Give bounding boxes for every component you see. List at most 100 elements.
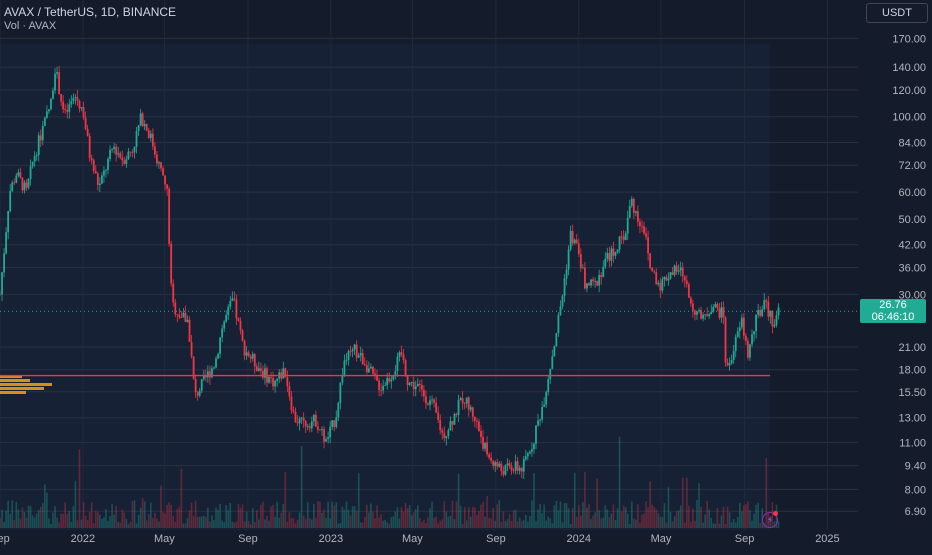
currency-button[interactable]: USDT — [866, 3, 928, 23]
candle-body — [449, 421, 452, 431]
volume-bar — [712, 523, 715, 528]
volume-bar — [757, 502, 759, 528]
volume-bar — [416, 505, 419, 528]
volume-bar — [196, 516, 199, 528]
volume-bar — [588, 504, 590, 528]
volume-bar — [39, 506, 42, 528]
volume-bar — [472, 506, 474, 528]
volume-bar — [745, 504, 747, 528]
candle-body — [520, 468, 523, 472]
volume-bar — [686, 477, 688, 528]
candle-body — [11, 182, 14, 191]
support-line-layer[interactable] — [0, 310, 858, 377]
volume-bar — [706, 500, 708, 528]
candle-body — [153, 146, 156, 155]
candle-body — [425, 396, 427, 404]
candle-body — [730, 359, 733, 364]
candle-body — [233, 298, 236, 300]
price-axis[interactable]: 170.00 140.00 120.00 100.00 84.00 72.00 60.00 5… — [892, 33, 926, 518]
volume-bar — [567, 508, 570, 528]
candle-body — [689, 297, 692, 304]
volume-bar — [439, 520, 442, 528]
volume-bar — [527, 521, 529, 528]
candle-body — [645, 233, 647, 238]
x-tick-label: Sep — [486, 533, 506, 545]
volume-bar — [390, 517, 393, 528]
volume-bar — [606, 509, 609, 528]
candle-body — [404, 360, 407, 377]
x-tick-label: Sep — [735, 533, 755, 545]
volume-bar — [743, 505, 745, 528]
candle-body — [25, 182, 28, 188]
candle-body — [382, 385, 385, 391]
y-tick-label: 6.90 — [905, 506, 926, 518]
symbol-title[interactable]: AVAX / TetherUS, 1D, BINANCE — [4, 5, 177, 19]
candle-body — [96, 173, 99, 186]
volume-bar — [176, 509, 179, 528]
volume-bar — [592, 515, 594, 528]
candle-body — [66, 110, 69, 112]
candle-body — [117, 153, 120, 155]
volume-bar — [347, 509, 350, 528]
volume-bar — [655, 509, 658, 528]
candle-body — [614, 252, 617, 256]
volume-bar — [315, 517, 317, 528]
volume-bar — [549, 518, 552, 528]
candle-body — [463, 403, 466, 405]
candle-body — [72, 98, 75, 102]
candle-body — [702, 314, 705, 319]
candle-body — [213, 367, 215, 369]
volume-bar — [751, 520, 753, 528]
volume-bar — [172, 515, 175, 528]
candle-body — [526, 453, 529, 457]
volume-bar — [661, 517, 664, 528]
candle-body — [734, 336, 737, 352]
candle-body — [319, 429, 321, 431]
candle-body — [115, 146, 118, 155]
volume-bar — [669, 512, 672, 528]
volume-bar — [188, 510, 191, 528]
lightning-icon[interactable]: ⚡ — [762, 512, 778, 528]
candle-body — [378, 380, 380, 391]
candle-body — [441, 430, 444, 433]
volume-bar — [186, 517, 189, 528]
candle-body — [500, 463, 503, 472]
candle-body — [604, 258, 607, 267]
candle-body — [414, 386, 417, 390]
volume-bar — [329, 518, 331, 528]
volume-bar — [359, 522, 362, 528]
candle-body — [21, 177, 24, 191]
volume-bar — [44, 484, 46, 528]
candle-body — [763, 300, 766, 310]
candle-body — [223, 321, 226, 329]
candle-body — [653, 271, 656, 273]
x-tick-label: 2024 — [567, 533, 591, 545]
volume-bar — [166, 504, 168, 528]
volume-bar — [577, 505, 580, 528]
volume-bar — [90, 502, 93, 528]
volume-bar — [533, 473, 535, 528]
volume-bar — [133, 500, 136, 528]
volume-bar — [292, 518, 295, 528]
volume-bar — [555, 501, 558, 528]
volume-bar — [675, 511, 678, 528]
volume-bar — [520, 521, 523, 528]
volume-bar — [765, 458, 768, 528]
candle-body — [471, 407, 474, 417]
candle-body — [742, 317, 745, 336]
volume-bar — [488, 517, 490, 528]
candle-body — [573, 239, 576, 244]
volume-bar — [125, 518, 128, 528]
candle-body — [43, 117, 46, 126]
candle-body — [747, 340, 749, 358]
candle-body — [121, 157, 124, 161]
volume-indicator-label[interactable]: Vol · AVAX — [4, 20, 57, 32]
time-axis[interactable]: Sep 2022 May Sep 2023 May Sep 2024 May Sep 2025 — [0, 533, 840, 545]
candle-body — [127, 151, 130, 160]
volume-bar — [92, 523, 95, 528]
candle-body — [272, 377, 274, 387]
candle-body — [331, 420, 334, 427]
volume-bar — [184, 523, 187, 528]
